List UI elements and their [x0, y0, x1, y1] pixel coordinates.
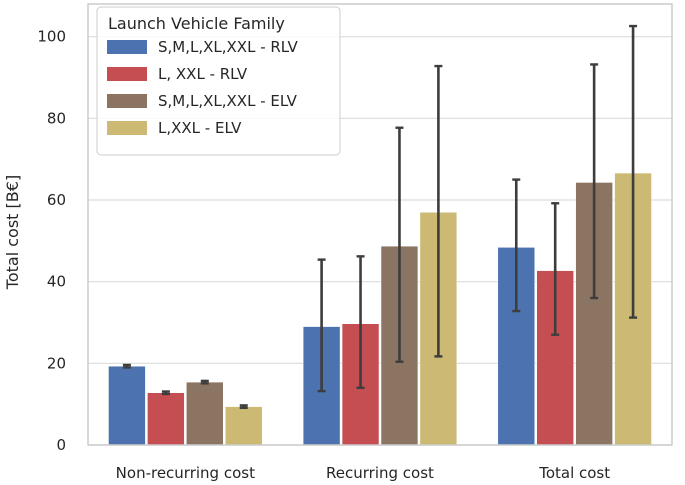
legend-swatch: [107, 94, 147, 108]
y-tick-label: 80: [47, 109, 66, 127]
y-tick-label: 0: [56, 436, 66, 454]
y-axis-title: Total cost [B€]: [3, 175, 22, 290]
y-tick-label: 100: [37, 28, 66, 46]
y-tick-label: 40: [47, 273, 66, 291]
x-tick-label: Recurring cost: [326, 464, 434, 482]
bar: [186, 381, 224, 446]
bars: [108, 172, 652, 446]
error-bars: [122, 24, 638, 410]
legend-swatch: [107, 67, 147, 81]
bar: [108, 365, 146, 446]
y-tick-labels: 0 20 40 60 80 100: [37, 28, 66, 454]
y-tick-label: 20: [47, 354, 66, 372]
bar: [147, 392, 185, 446]
legend-swatch: [107, 40, 147, 54]
legend: Launch Vehicle Family S,M,L,XL,XXL - RLV…: [96, 6, 341, 156]
legend-title: Launch Vehicle Family: [108, 14, 285, 33]
legend-label: S,M,L,XL,XXL - RLV: [158, 38, 299, 56]
legend-swatch: [107, 121, 147, 135]
legend-frame: [96, 6, 341, 156]
y-tick-label: 60: [47, 191, 66, 209]
bar: [225, 406, 263, 446]
legend-label: L,XXL - ELV: [158, 119, 242, 137]
x-tick-label: Non-recurring cost: [116, 464, 255, 482]
x-tick-labels: Non-recurring cost Recurring cost Total co…: [116, 464, 611, 482]
plot-frame: [87, 3, 673, 446]
x-tick-label: Total cost: [538, 464, 610, 482]
legend-label: L, XXL - RLV: [158, 65, 248, 83]
legend-label: S,M,L,XL,XXL - ELV: [158, 92, 298, 110]
